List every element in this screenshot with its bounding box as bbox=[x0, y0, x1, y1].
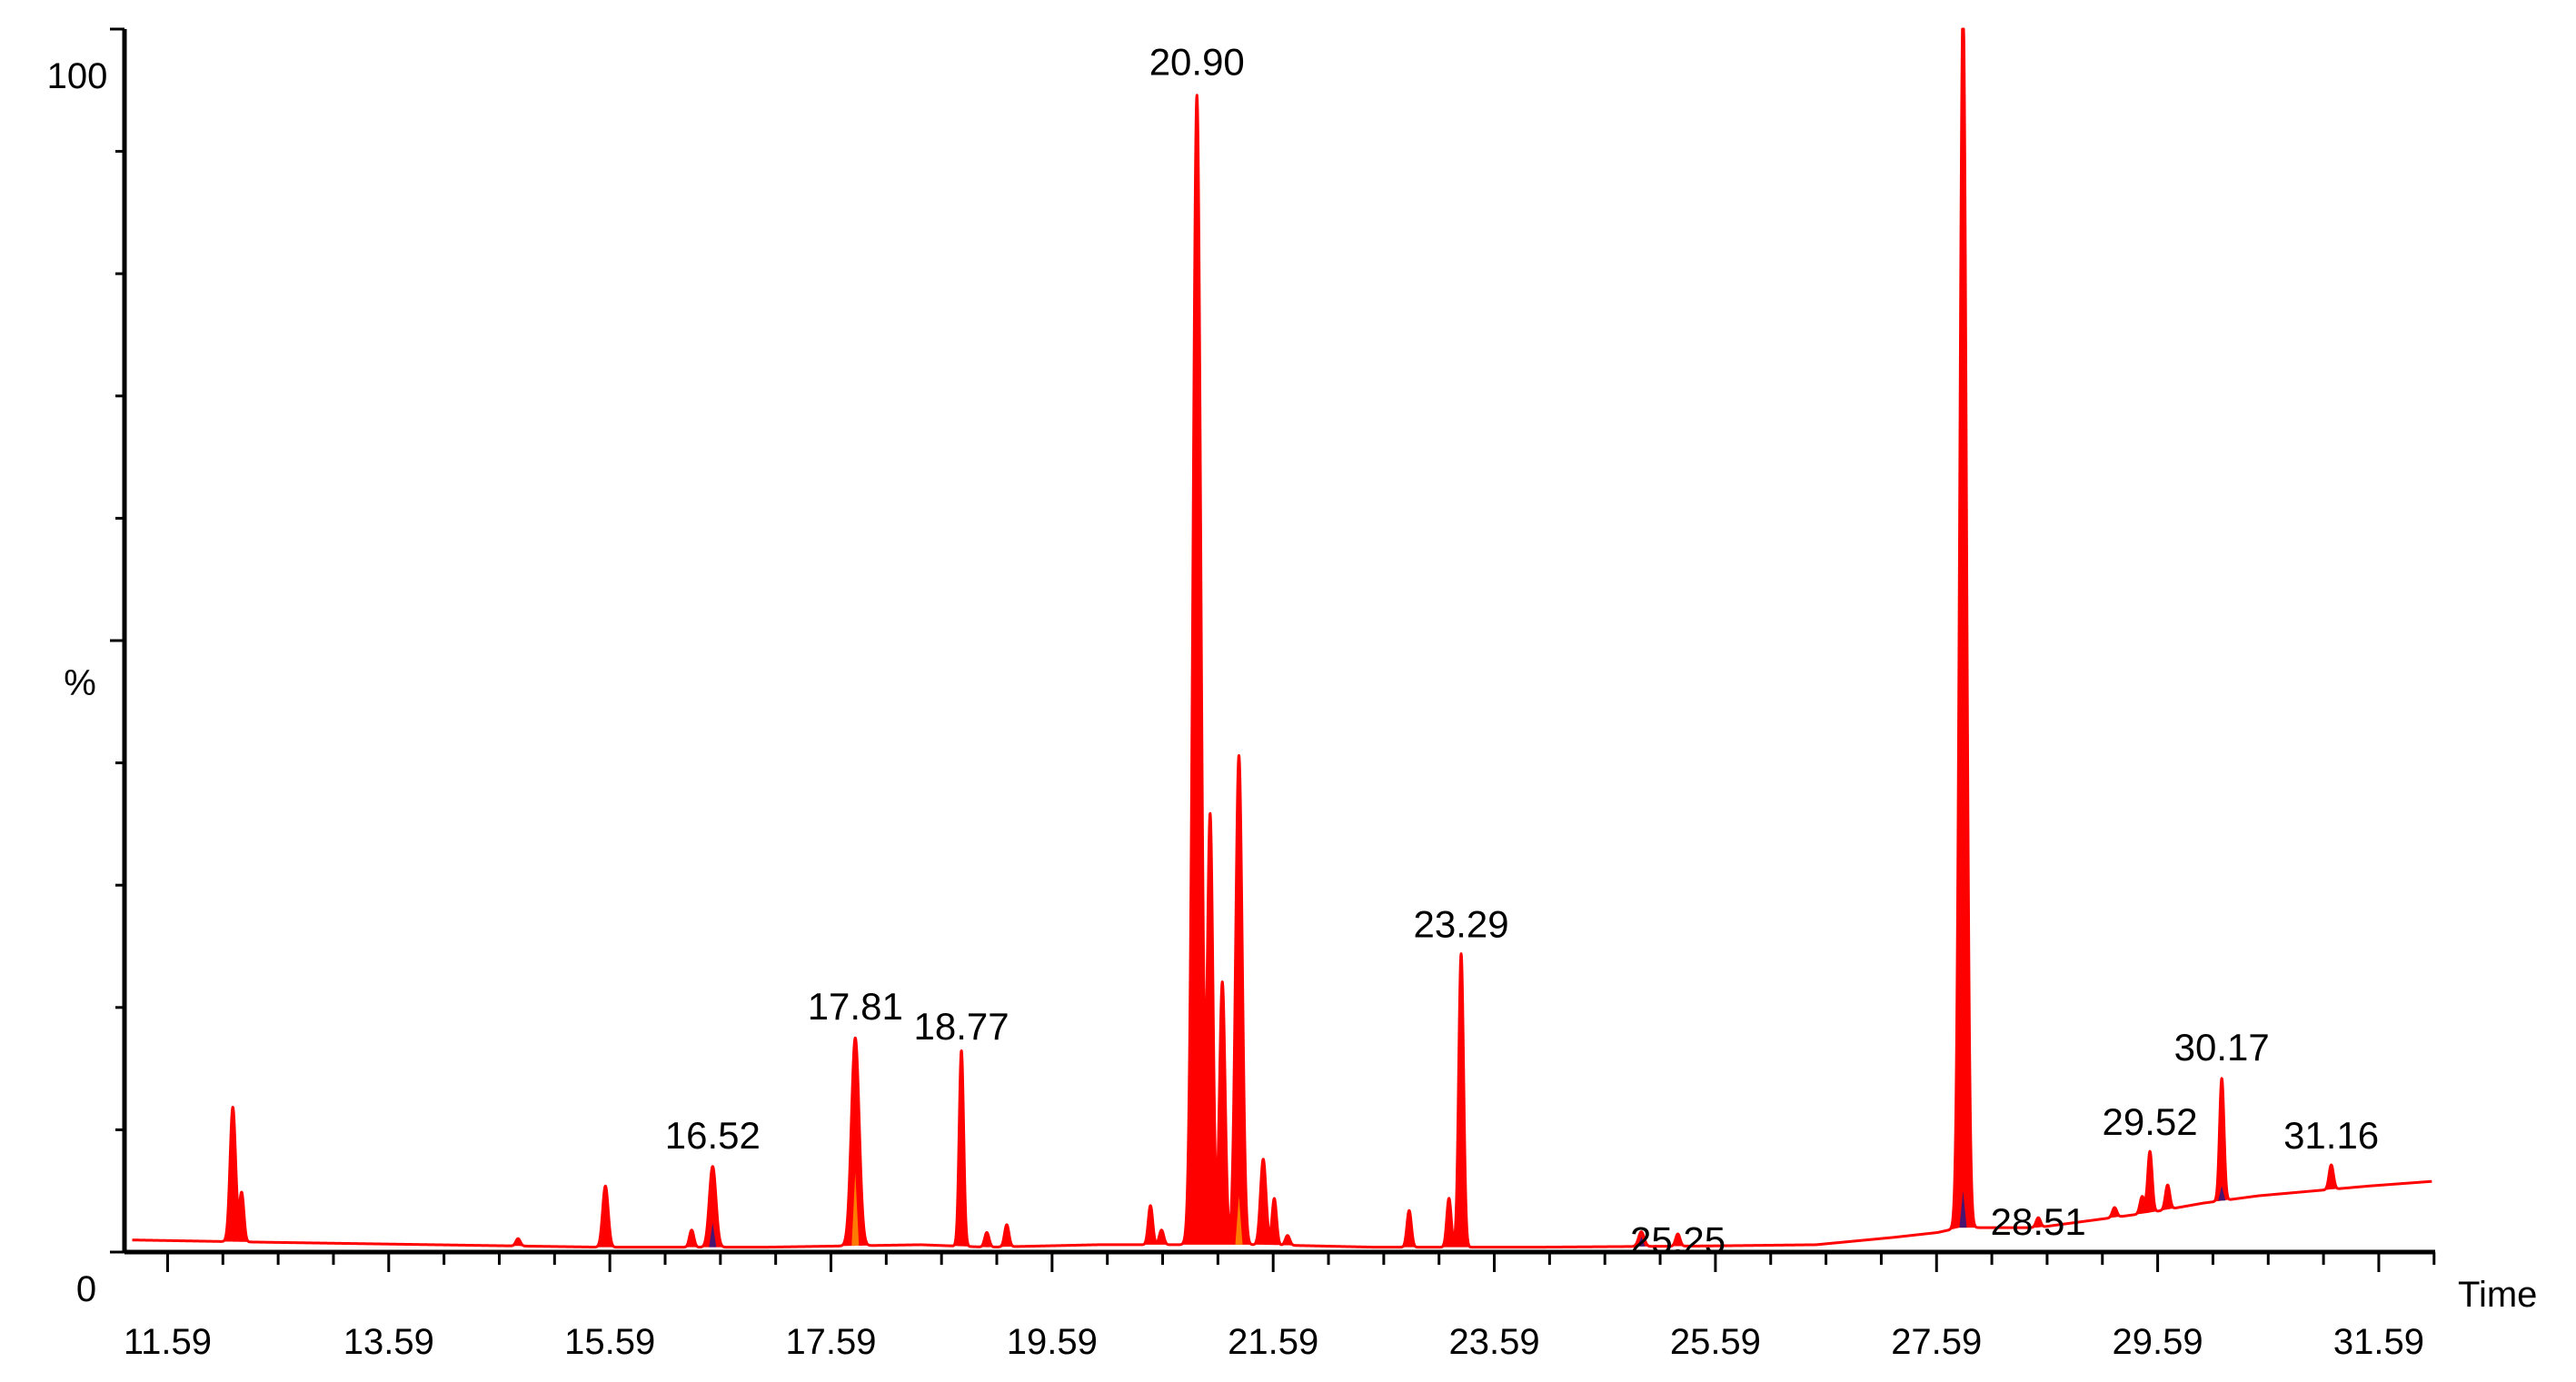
integration-overlay bbox=[709, 1222, 717, 1248]
y-ticks bbox=[110, 27, 124, 1254]
peak-labels: 20.90 23.29 17.81 18.77 30.17 16.52 29.52 31.16… bbox=[665, 41, 2379, 1262]
x-tick-label: 13.59 bbox=[343, 1322, 434, 1362]
peak-label: 23.29 bbox=[1413, 903, 1508, 946]
x-tick-label: 19.59 bbox=[1007, 1322, 1098, 1362]
x-tick-label: 21.59 bbox=[1228, 1322, 1318, 1362]
y-axis-label: % bbox=[64, 663, 96, 703]
x-minor-ticks bbox=[221, 1252, 2436, 1265]
peak-label: 30.17 bbox=[2174, 1026, 2270, 1069]
peak-label: 29.52 bbox=[2103, 1100, 2198, 1143]
x-tick-label: 17.59 bbox=[785, 1322, 876, 1362]
axes: 11.59 13.59 15.59 17.59 19.59 21.59 23.59 25.59… bbox=[47, 27, 2537, 1362]
x-tick-label: 27.59 bbox=[1891, 1322, 1982, 1362]
x-tick-label: 25.59 bbox=[1670, 1322, 1761, 1362]
peak-label: 20.90 bbox=[1149, 41, 1245, 84]
x-tick-label: 29.59 bbox=[2113, 1322, 2203, 1362]
y-tick-label-100: 100 bbox=[47, 56, 108, 96]
integration-overlay bbox=[1637, 1237, 1646, 1247]
x-tick-labels: 11.59 13.59 15.59 17.59 19.59 21.59 23.59 25.59… bbox=[124, 1322, 2424, 1362]
peak-label: 31.16 bbox=[2283, 1114, 2379, 1157]
x-tick-label: 11.59 bbox=[124, 1322, 212, 1362]
trace-layer bbox=[131, 27, 2433, 1249]
integration-overlay bbox=[1235, 1196, 1243, 1245]
x-tick-label: 31.59 bbox=[2333, 1322, 2424, 1362]
peak-label: 25.25 bbox=[1630, 1218, 1726, 1261]
integration-overlay bbox=[1959, 1190, 1967, 1228]
peak-label: 16.52 bbox=[665, 1114, 761, 1157]
y-tick-label-0: 0 bbox=[76, 1269, 96, 1309]
integration-overlay bbox=[2218, 1186, 2226, 1201]
peak-label: 28.51 bbox=[1991, 1200, 2086, 1243]
integration-overlay bbox=[851, 1172, 860, 1247]
peak-label: 18.77 bbox=[914, 1005, 1010, 1048]
peak-label: 17.81 bbox=[808, 985, 903, 1028]
chromatogram-trace bbox=[131, 27, 2433, 1249]
x-tick-label: 15.59 bbox=[564, 1322, 655, 1362]
peak-area-fill bbox=[132, 29, 2432, 1248]
x-axis-label: Time bbox=[2458, 1275, 2537, 1315]
x-tick-label: 23.59 bbox=[1448, 1322, 1539, 1362]
x-major-ticks bbox=[165, 1252, 2381, 1272]
y-tick-labels: 0 100 bbox=[47, 56, 108, 1309]
